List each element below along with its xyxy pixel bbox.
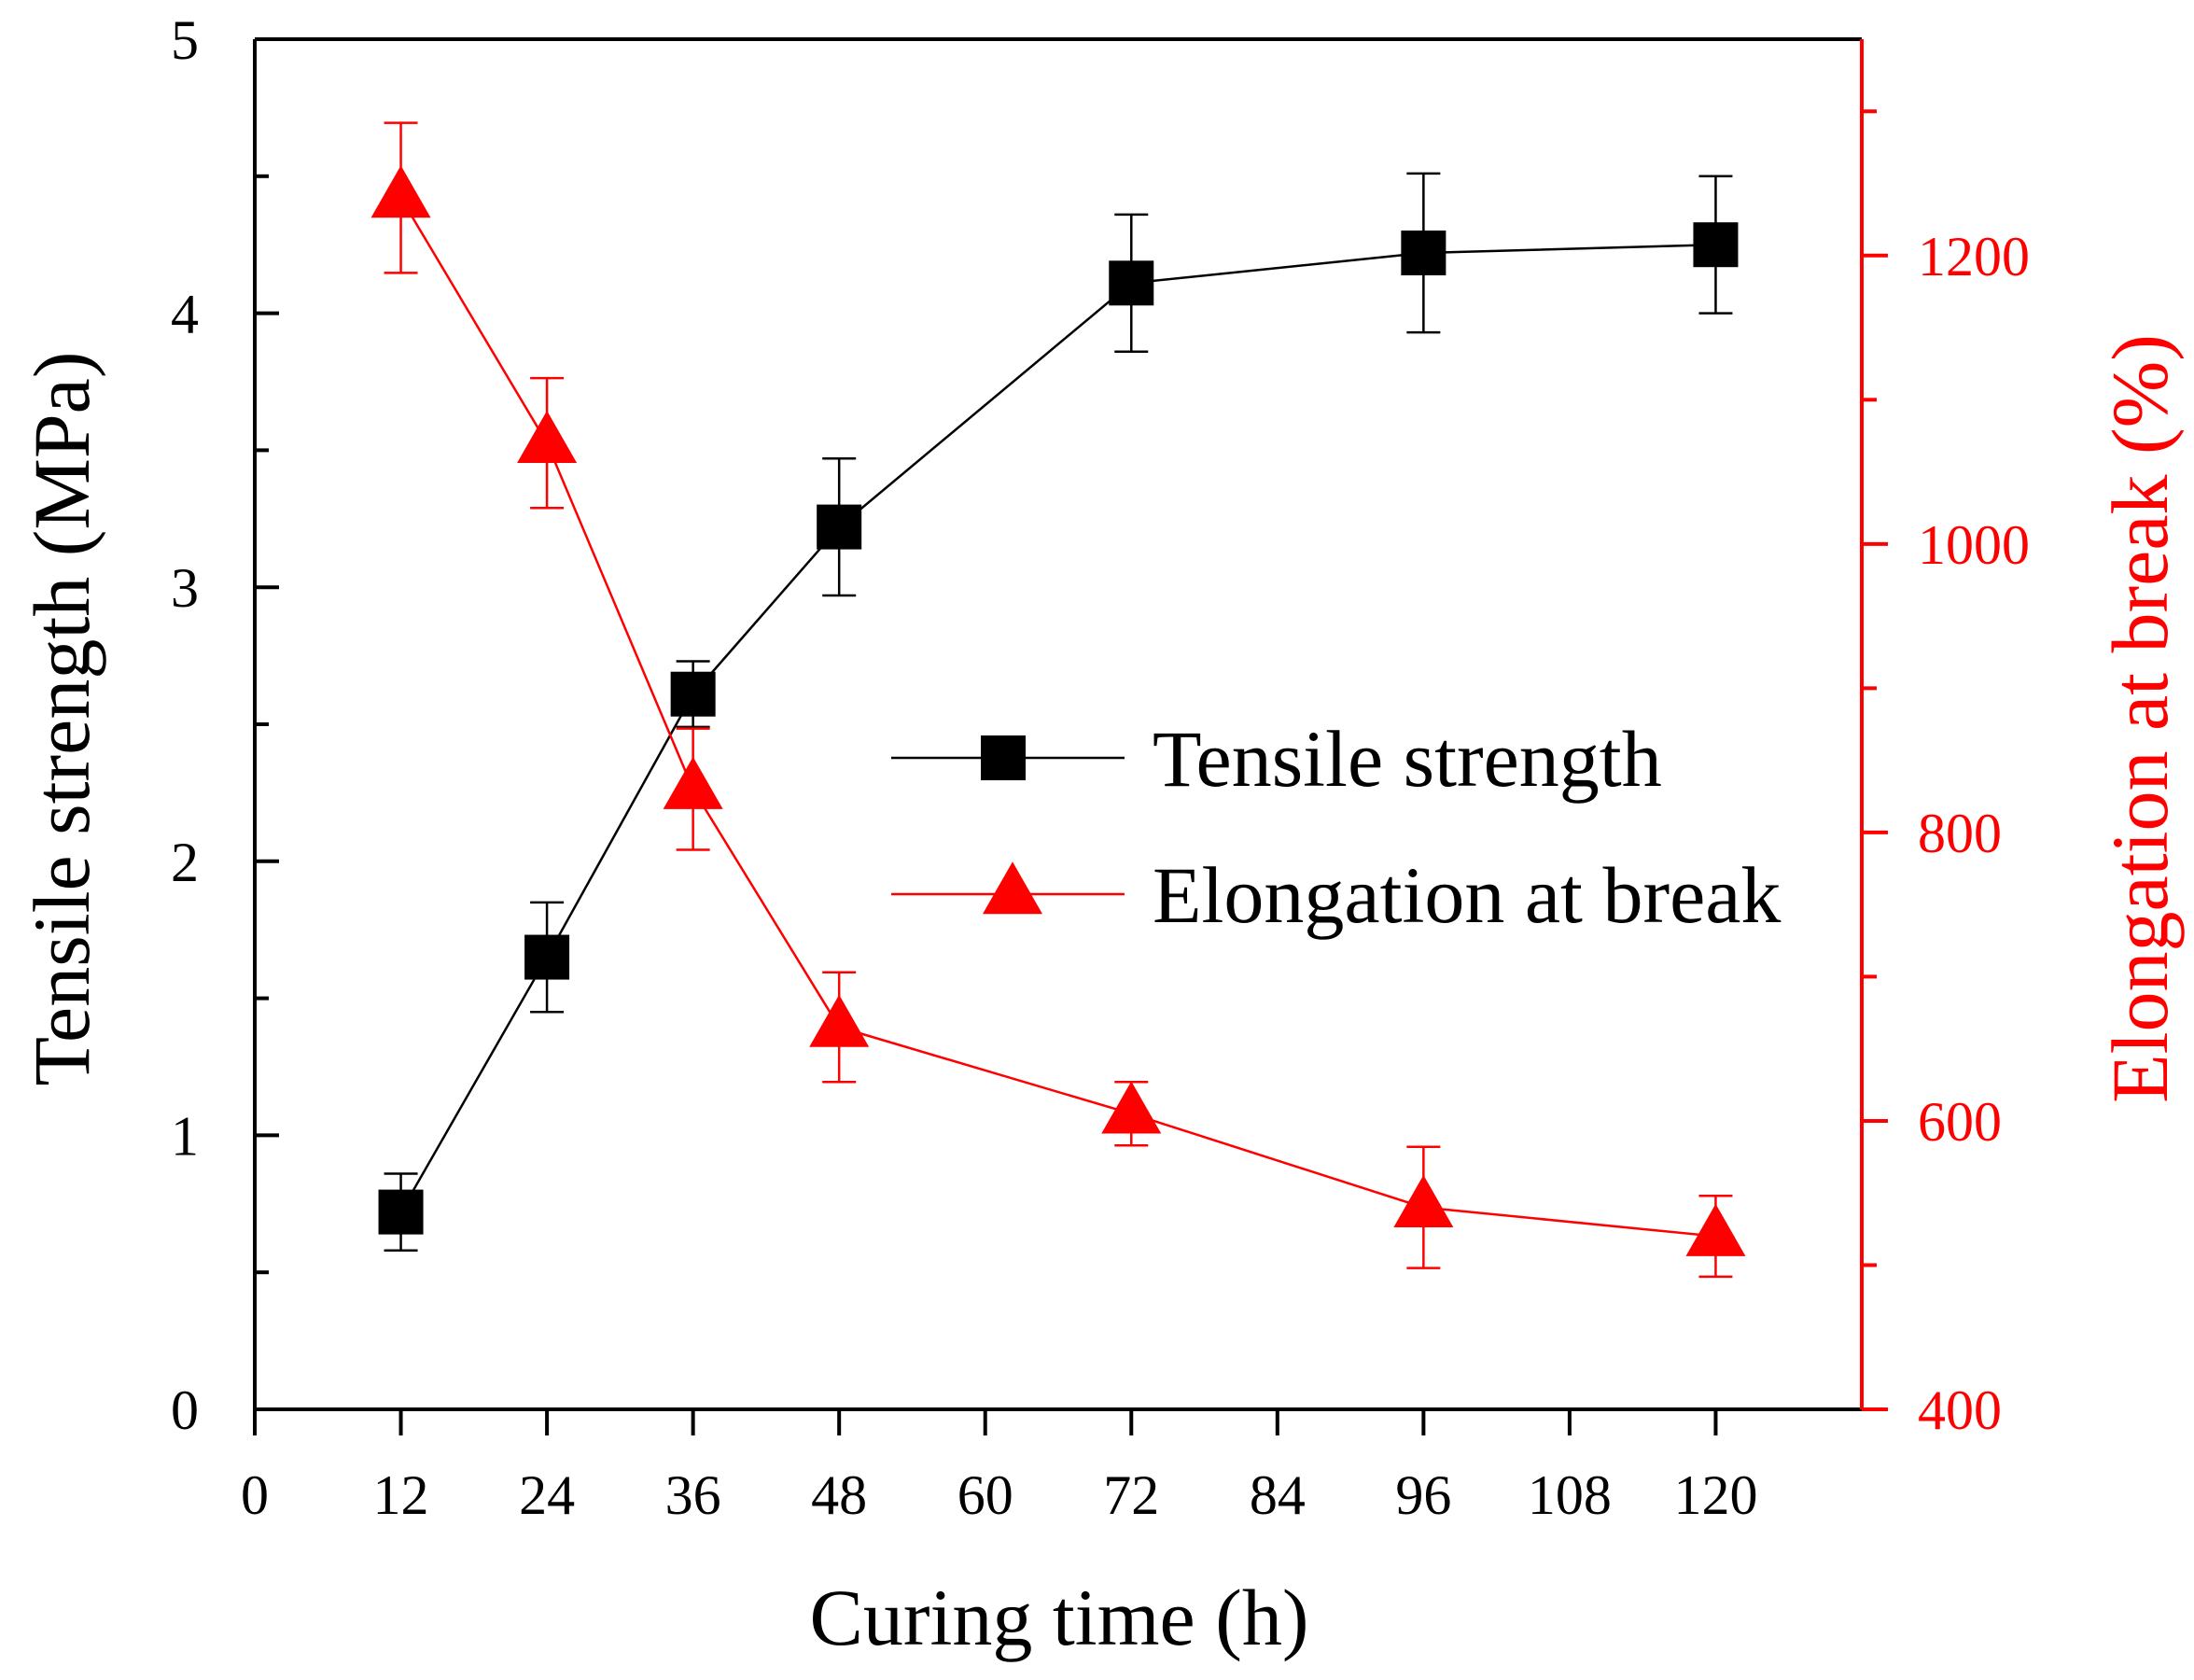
data-point	[817, 504, 862, 550]
x-tick-label: 72	[1103, 1464, 1159, 1526]
legend-marker	[983, 861, 1042, 915]
x-tick-label: 24	[519, 1464, 575, 1526]
legend: Tensile strength Elongation at break	[891, 714, 1781, 940]
x-tick-label: 120	[1673, 1464, 1757, 1526]
data-point	[809, 994, 870, 1047]
x-tick-label: 48	[811, 1464, 867, 1526]
data-point	[370, 165, 431, 218]
y-right-tick-label: 1000	[1918, 514, 2030, 576]
x-tick-label: 36	[665, 1464, 721, 1526]
data-point	[1393, 1174, 1454, 1227]
data-point	[517, 410, 578, 463]
y-left-tick-label: 5	[171, 9, 199, 71]
y-right-tick-label: 600	[1918, 1091, 2002, 1153]
legend-label: Elongation at break	[1153, 850, 1781, 940]
y-right-tick-label: 800	[1918, 803, 2002, 864]
y-axis-left-label: Tensile strength (MPa)	[17, 352, 106, 1086]
data-point	[1401, 231, 1446, 276]
y-left-tick-label: 3	[171, 557, 199, 619]
data-point	[663, 756, 723, 809]
y-right-tick-label: 400	[1918, 1379, 2002, 1441]
axes-group: 0 12 24 36 48 60 72 84 96 108 12001234540060080010…	[171, 9, 2030, 1526]
legend-label: Tensile strength	[1153, 714, 1662, 804]
legend-marker	[981, 735, 1026, 780]
data-point	[1101, 1081, 1162, 1134]
data-point	[524, 934, 570, 980]
x-axis-label: Curing time (h)	[809, 1573, 1308, 1662]
data-point	[378, 1189, 424, 1235]
data-point	[1109, 260, 1154, 306]
data-point	[1685, 1203, 1746, 1256]
series-elongation-at-break	[370, 121, 1746, 1279]
x-tick-label: 0	[241, 1464, 269, 1526]
y-left-tick-label: 1	[171, 1105, 199, 1167]
y-left-tick-label: 0	[171, 1379, 199, 1441]
x-tick-label: 12	[373, 1464, 429, 1526]
legend-item-elongation-at-break: Elongation at break	[891, 850, 1781, 940]
series-tensile-strength	[378, 172, 1739, 1252]
x-tick-label: 108	[1528, 1464, 1612, 1526]
data-point	[670, 671, 716, 717]
series-group	[370, 121, 1746, 1279]
y-left-tick-label: 2	[171, 832, 199, 893]
y-left-tick-label: 4	[171, 284, 199, 345]
x-tick-label: 84	[1250, 1464, 1306, 1526]
y-axis-right-label: Elongation at break (%)	[2095, 334, 2185, 1103]
legend-item-tensile-strength: Tensile strength	[891, 714, 1662, 804]
data-point	[1693, 222, 1739, 268]
x-tick-label: 60	[957, 1464, 1013, 1526]
x-tick-label: 96	[1395, 1464, 1451, 1526]
y-right-tick-label: 1200	[1918, 226, 2030, 287]
